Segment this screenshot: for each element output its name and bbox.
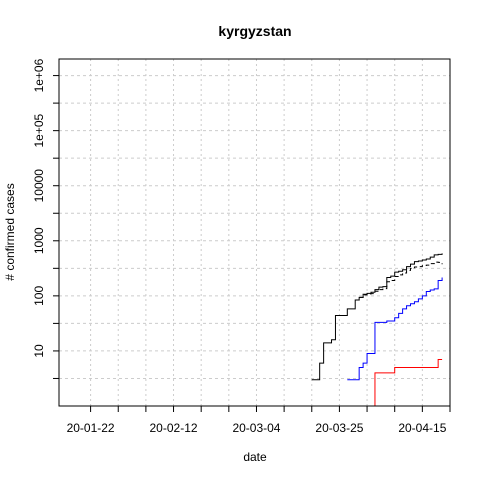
chart-title: kyrgyzstan <box>218 23 291 39</box>
y-tick-label: 1000 <box>32 227 46 254</box>
y-tick-label: 10 <box>32 344 46 358</box>
y-tick-label: 1e+06 <box>32 58 46 92</box>
y-axis: 10 100 1000 10000 1e+05 1e+06 <box>32 58 60 379</box>
x-tick-label: 20-01-22 <box>67 421 115 435</box>
y-tick-label: 100 <box>32 286 46 306</box>
series-line-1 <box>311 253 443 381</box>
y-tick-label: 10000 <box>32 169 46 203</box>
y-axis-label: # confirmed cases <box>3 183 17 280</box>
x-axis: 20-01-22 20-02-12 20-03-04 20-03-25 20-04-15 <box>67 405 451 435</box>
data-series <box>311 253 443 407</box>
plot-frame <box>58 58 451 407</box>
series-line-2 <box>355 261 443 301</box>
x-axis-label: date <box>243 450 267 464</box>
grid-lines <box>59 59 451 406</box>
series-line-3 <box>347 277 443 381</box>
x-tick-label: 20-02-12 <box>150 421 198 435</box>
y-tick-label: 1e+05 <box>32 113 46 147</box>
x-tick-label: 20-03-04 <box>232 421 280 435</box>
x-tick-label: 20-04-15 <box>398 421 446 435</box>
x-tick-label: 20-03-25 <box>315 421 363 435</box>
series-line-4 <box>363 358 443 407</box>
